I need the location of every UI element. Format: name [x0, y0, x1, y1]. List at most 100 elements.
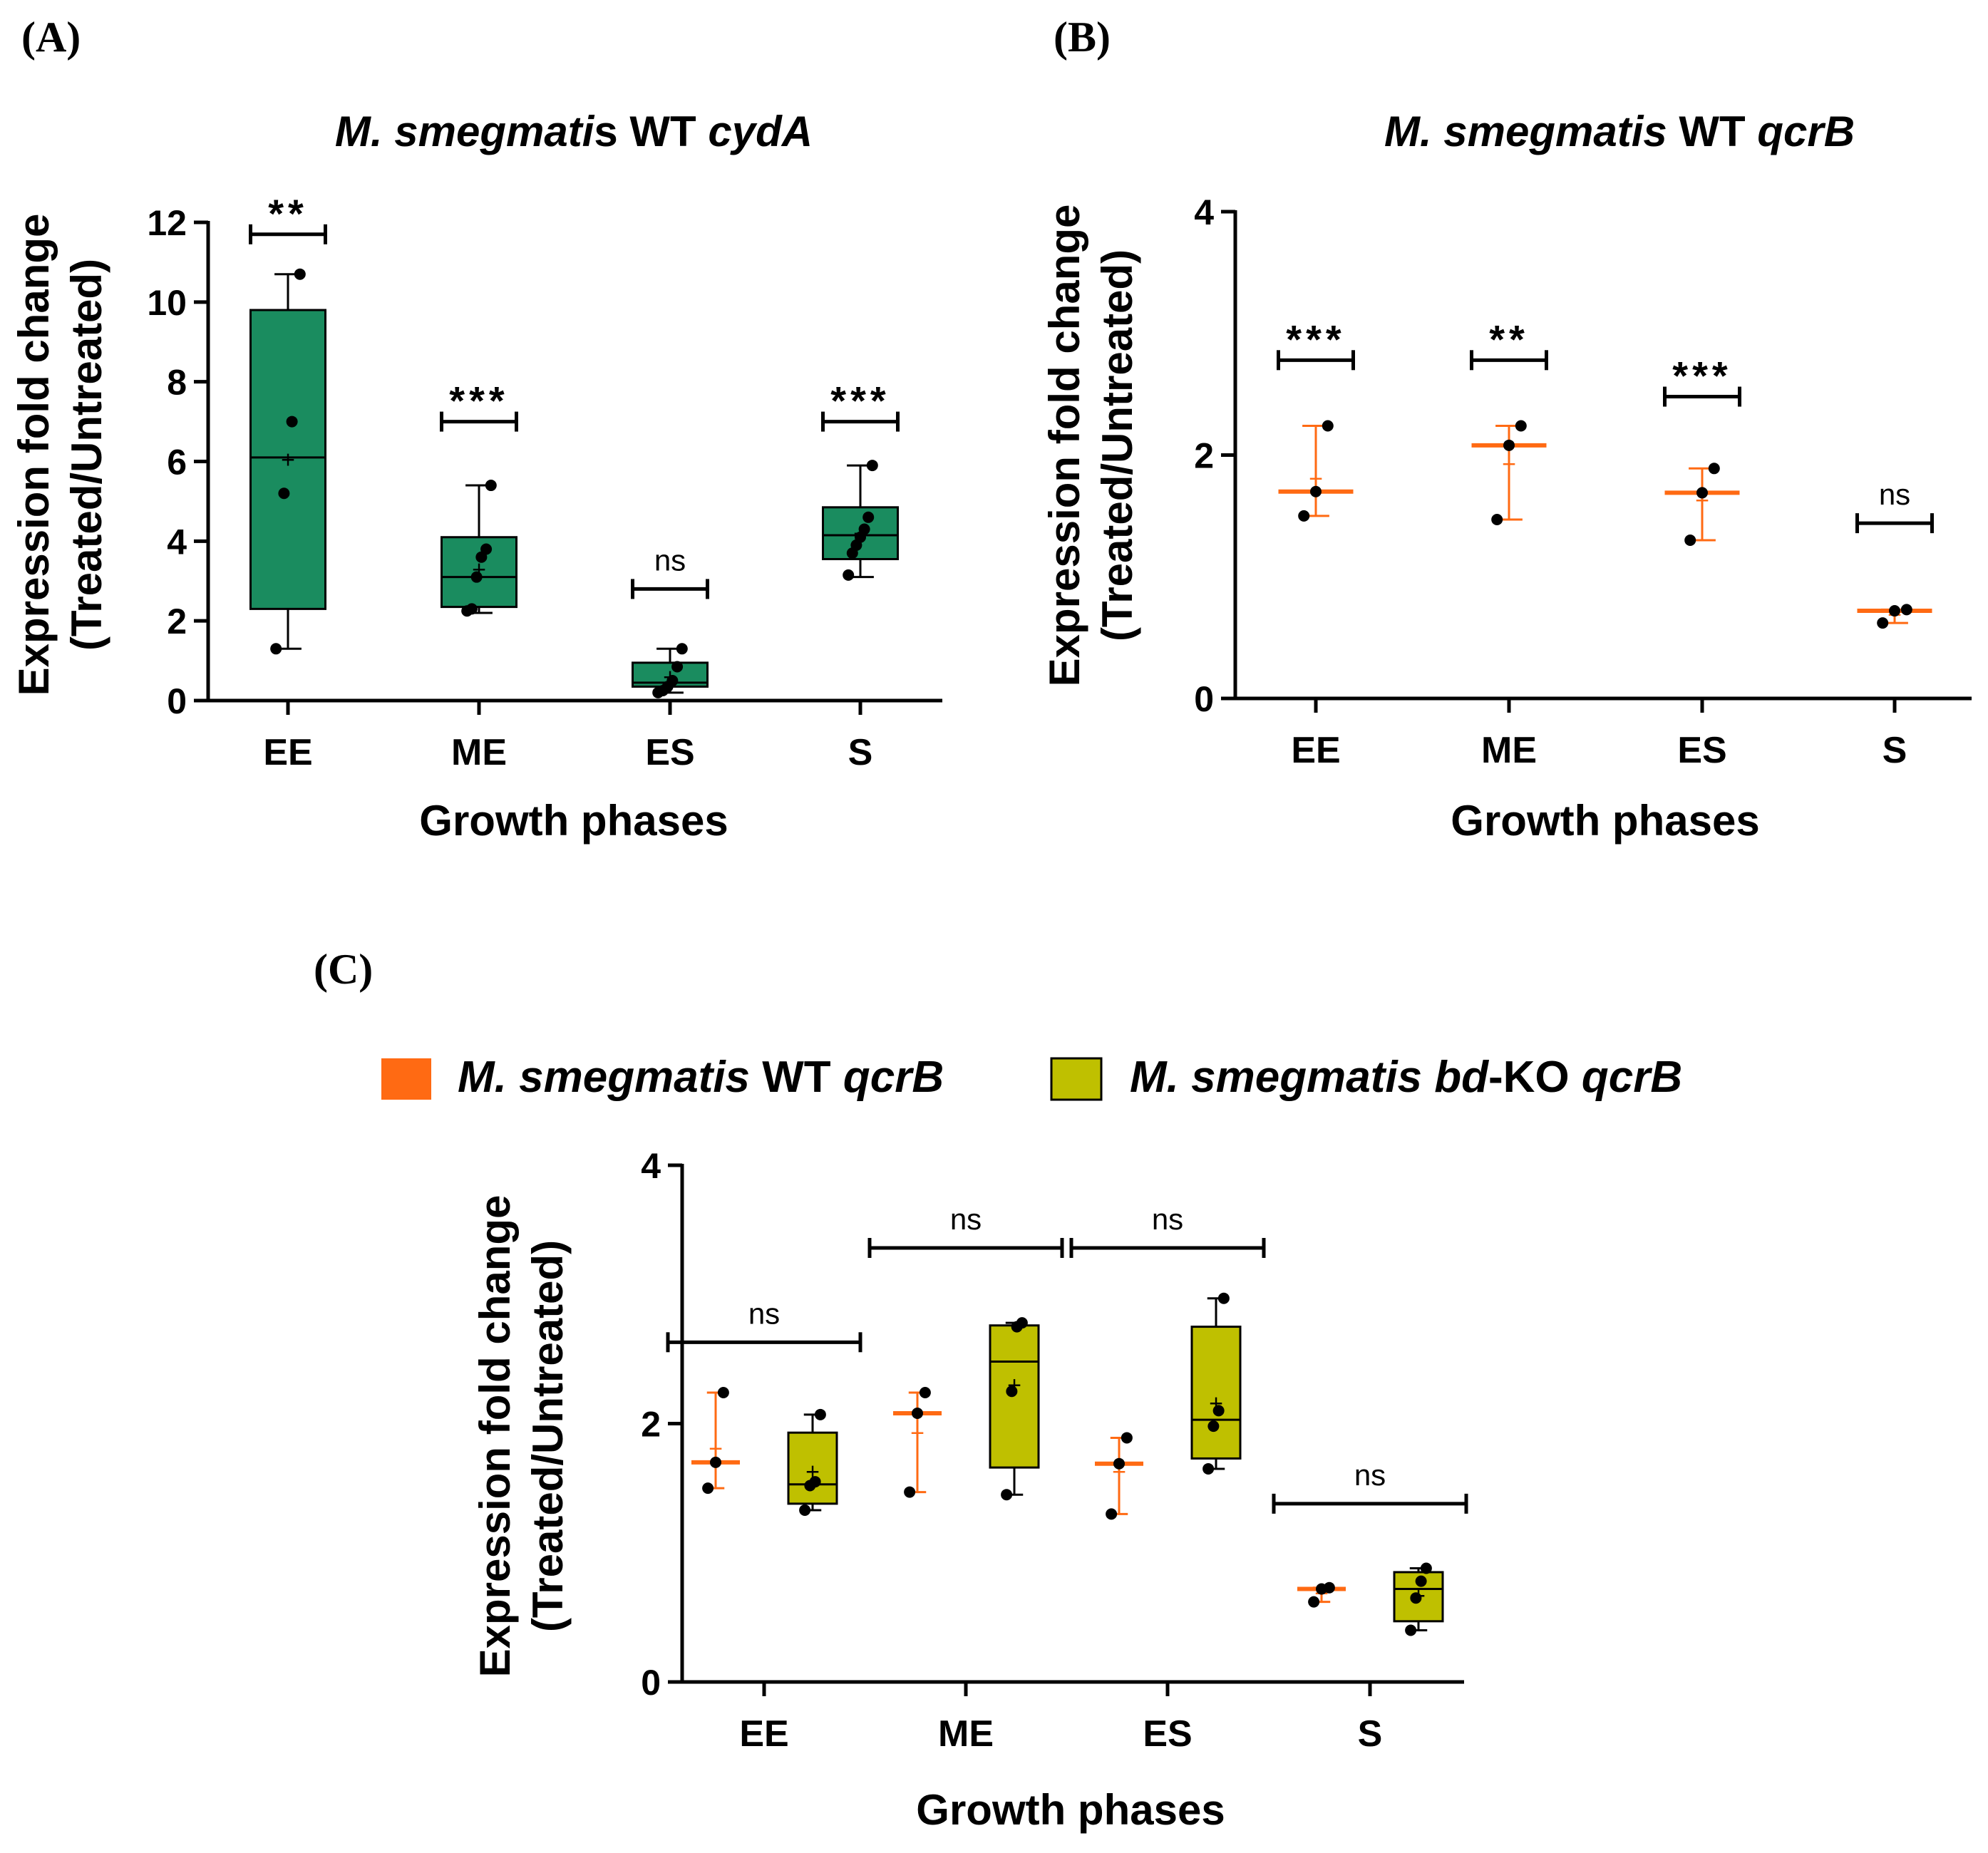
data-point	[1006, 1385, 1018, 1398]
panel-a-title-part-1: M. smegmati	[335, 108, 595, 155]
panel-b-title-part-3: qcrB	[1757, 108, 1855, 155]
data-point	[465, 603, 478, 615]
legend-wt-part-2: WT	[750, 1053, 843, 1102]
data-point	[1212, 1405, 1225, 1417]
panel-c-ylabel-line1: Expression fold change	[471, 1195, 519, 1678]
panel-c-y-tick-label: 4	[641, 1146, 661, 1186]
box	[989, 1324, 1040, 1469]
panel-c-x-tick-label: ME	[938, 1713, 994, 1755]
data-point	[904, 1486, 916, 1498]
significance-label: **	[268, 191, 308, 236]
panel-b-x-tick-label: ME	[1481, 730, 1537, 771]
panel-a-x-tick-label: S	[848, 732, 873, 773]
legend-bdko-part-2: -KO	[1488, 1053, 1582, 1102]
panel-a-x-tick-label: ES	[645, 732, 694, 773]
panel-b-xlabel: Growth phases	[1451, 797, 1759, 845]
significance-label: ***	[449, 378, 508, 423]
panel-b-ylabel-line1: Expression fold change	[1041, 205, 1088, 687]
data-point	[278, 487, 290, 500]
box	[787, 1431, 838, 1505]
significance-label: **	[1489, 316, 1529, 361]
data-point	[1515, 420, 1527, 432]
data-point	[1708, 463, 1720, 475]
data-point	[1491, 513, 1503, 525]
data-point	[717, 1387, 729, 1398]
panel-b-title: M. smegmatis WT qcrB	[1384, 108, 1855, 155]
panel-b-y-tick-label: 2	[1194, 436, 1214, 476]
mean-marker: +	[1502, 450, 1516, 478]
panel-c-x-tick-label: ES	[1143, 1713, 1192, 1755]
data-point	[1016, 1317, 1028, 1329]
data-point	[1889, 605, 1900, 617]
data-point	[809, 1476, 821, 1488]
mean-marker: +	[1309, 465, 1323, 492]
data-point	[843, 569, 855, 581]
significance-label: ns	[1879, 478, 1910, 511]
panel-a-y-tick-label: 10	[147, 283, 187, 323]
panel-b-y-tick-label: 0	[1194, 679, 1214, 719]
data-point	[666, 675, 679, 687]
panel-c-ylabel-line2: (Treated/Untreated)	[524, 1240, 572, 1632]
panel-a-y-tick-label: 0	[167, 681, 187, 721]
legend-swatch-bdko-qcrb	[1050, 1057, 1103, 1101]
data-point	[286, 415, 298, 428]
panel-c-x-tick-label: EE	[739, 1713, 788, 1755]
panel-c-label: (C)	[314, 946, 373, 993]
data-point	[1322, 420, 1334, 432]
legend-wt-part-3: qcrB	[843, 1053, 944, 1102]
panel-a-y-tick-label: 4	[167, 522, 187, 562]
panel-a-x-tick-label: ME	[451, 732, 507, 773]
box	[441, 536, 517, 609]
data-point	[862, 511, 875, 523]
panel-a-ylabel-line2: (Treated/Untreated)	[63, 259, 110, 651]
mean-marker: +	[709, 1435, 723, 1462]
panel-a-xlabel: Growth phases	[419, 797, 728, 845]
data-point	[1684, 535, 1696, 547]
data-point	[814, 1408, 826, 1420]
data-point	[1410, 1592, 1422, 1604]
panel-b-label: (B)	[1054, 14, 1111, 61]
significance-label: ns	[654, 543, 686, 577]
panel-c-x-tick-label: S	[1358, 1713, 1383, 1755]
panel-b-x-tick-label: EE	[1291, 730, 1340, 771]
data-point	[1405, 1624, 1417, 1636]
significance-label: ns	[1354, 1458, 1386, 1492]
data-point	[1202, 1462, 1215, 1475]
data-point	[1207, 1420, 1220, 1433]
data-point	[710, 1456, 721, 1468]
box	[1190, 1326, 1242, 1460]
legend-label-wt-qcrb: M. smegmatis WT qcrB	[458, 1053, 944, 1102]
data-point	[1001, 1489, 1013, 1501]
significance-label: ***	[830, 378, 890, 423]
data-point	[485, 480, 497, 492]
data-point	[270, 643, 282, 655]
legend-swatch-wt-qcrb	[381, 1058, 431, 1100]
data-point	[702, 1482, 714, 1495]
legend-bdko-part-3: qcrB	[1582, 1053, 1682, 1102]
data-point	[1323, 1581, 1335, 1594]
legend-bdko-part-1: M. smegmatis bd	[1130, 1053, 1489, 1102]
data-point	[912, 1408, 923, 1419]
panel-a-title-part-2: s WT	[594, 108, 708, 155]
panel-a-title: M. smegmatis WT cydA	[335, 108, 813, 155]
panel-a-y-tick-label: 6	[167, 443, 187, 482]
data-point	[1900, 604, 1912, 616]
panel-b-ylabel-line2: (Treated/Untreated)	[1093, 249, 1141, 641]
legend-wt-part-1: M. smegmatis	[458, 1053, 750, 1102]
significance-label: ns	[1152, 1202, 1183, 1236]
data-point	[1121, 1432, 1133, 1444]
significance-label: ***	[1286, 316, 1345, 361]
panel-b-title-part-1: M. smegmatis	[1384, 108, 1667, 155]
panel-a-ylabel-line1: Expression fold change	[10, 214, 58, 696]
panel-a-y-tick-label: 8	[167, 363, 187, 403]
data-point	[1217, 1292, 1230, 1304]
panel-a-label: (A)	[21, 14, 81, 61]
data-point	[1420, 1562, 1432, 1574]
panel-a-title-part-3: cydA	[708, 108, 813, 155]
data-point	[1106, 1508, 1118, 1520]
panel-a-y-tick-label: 2	[167, 602, 187, 641]
